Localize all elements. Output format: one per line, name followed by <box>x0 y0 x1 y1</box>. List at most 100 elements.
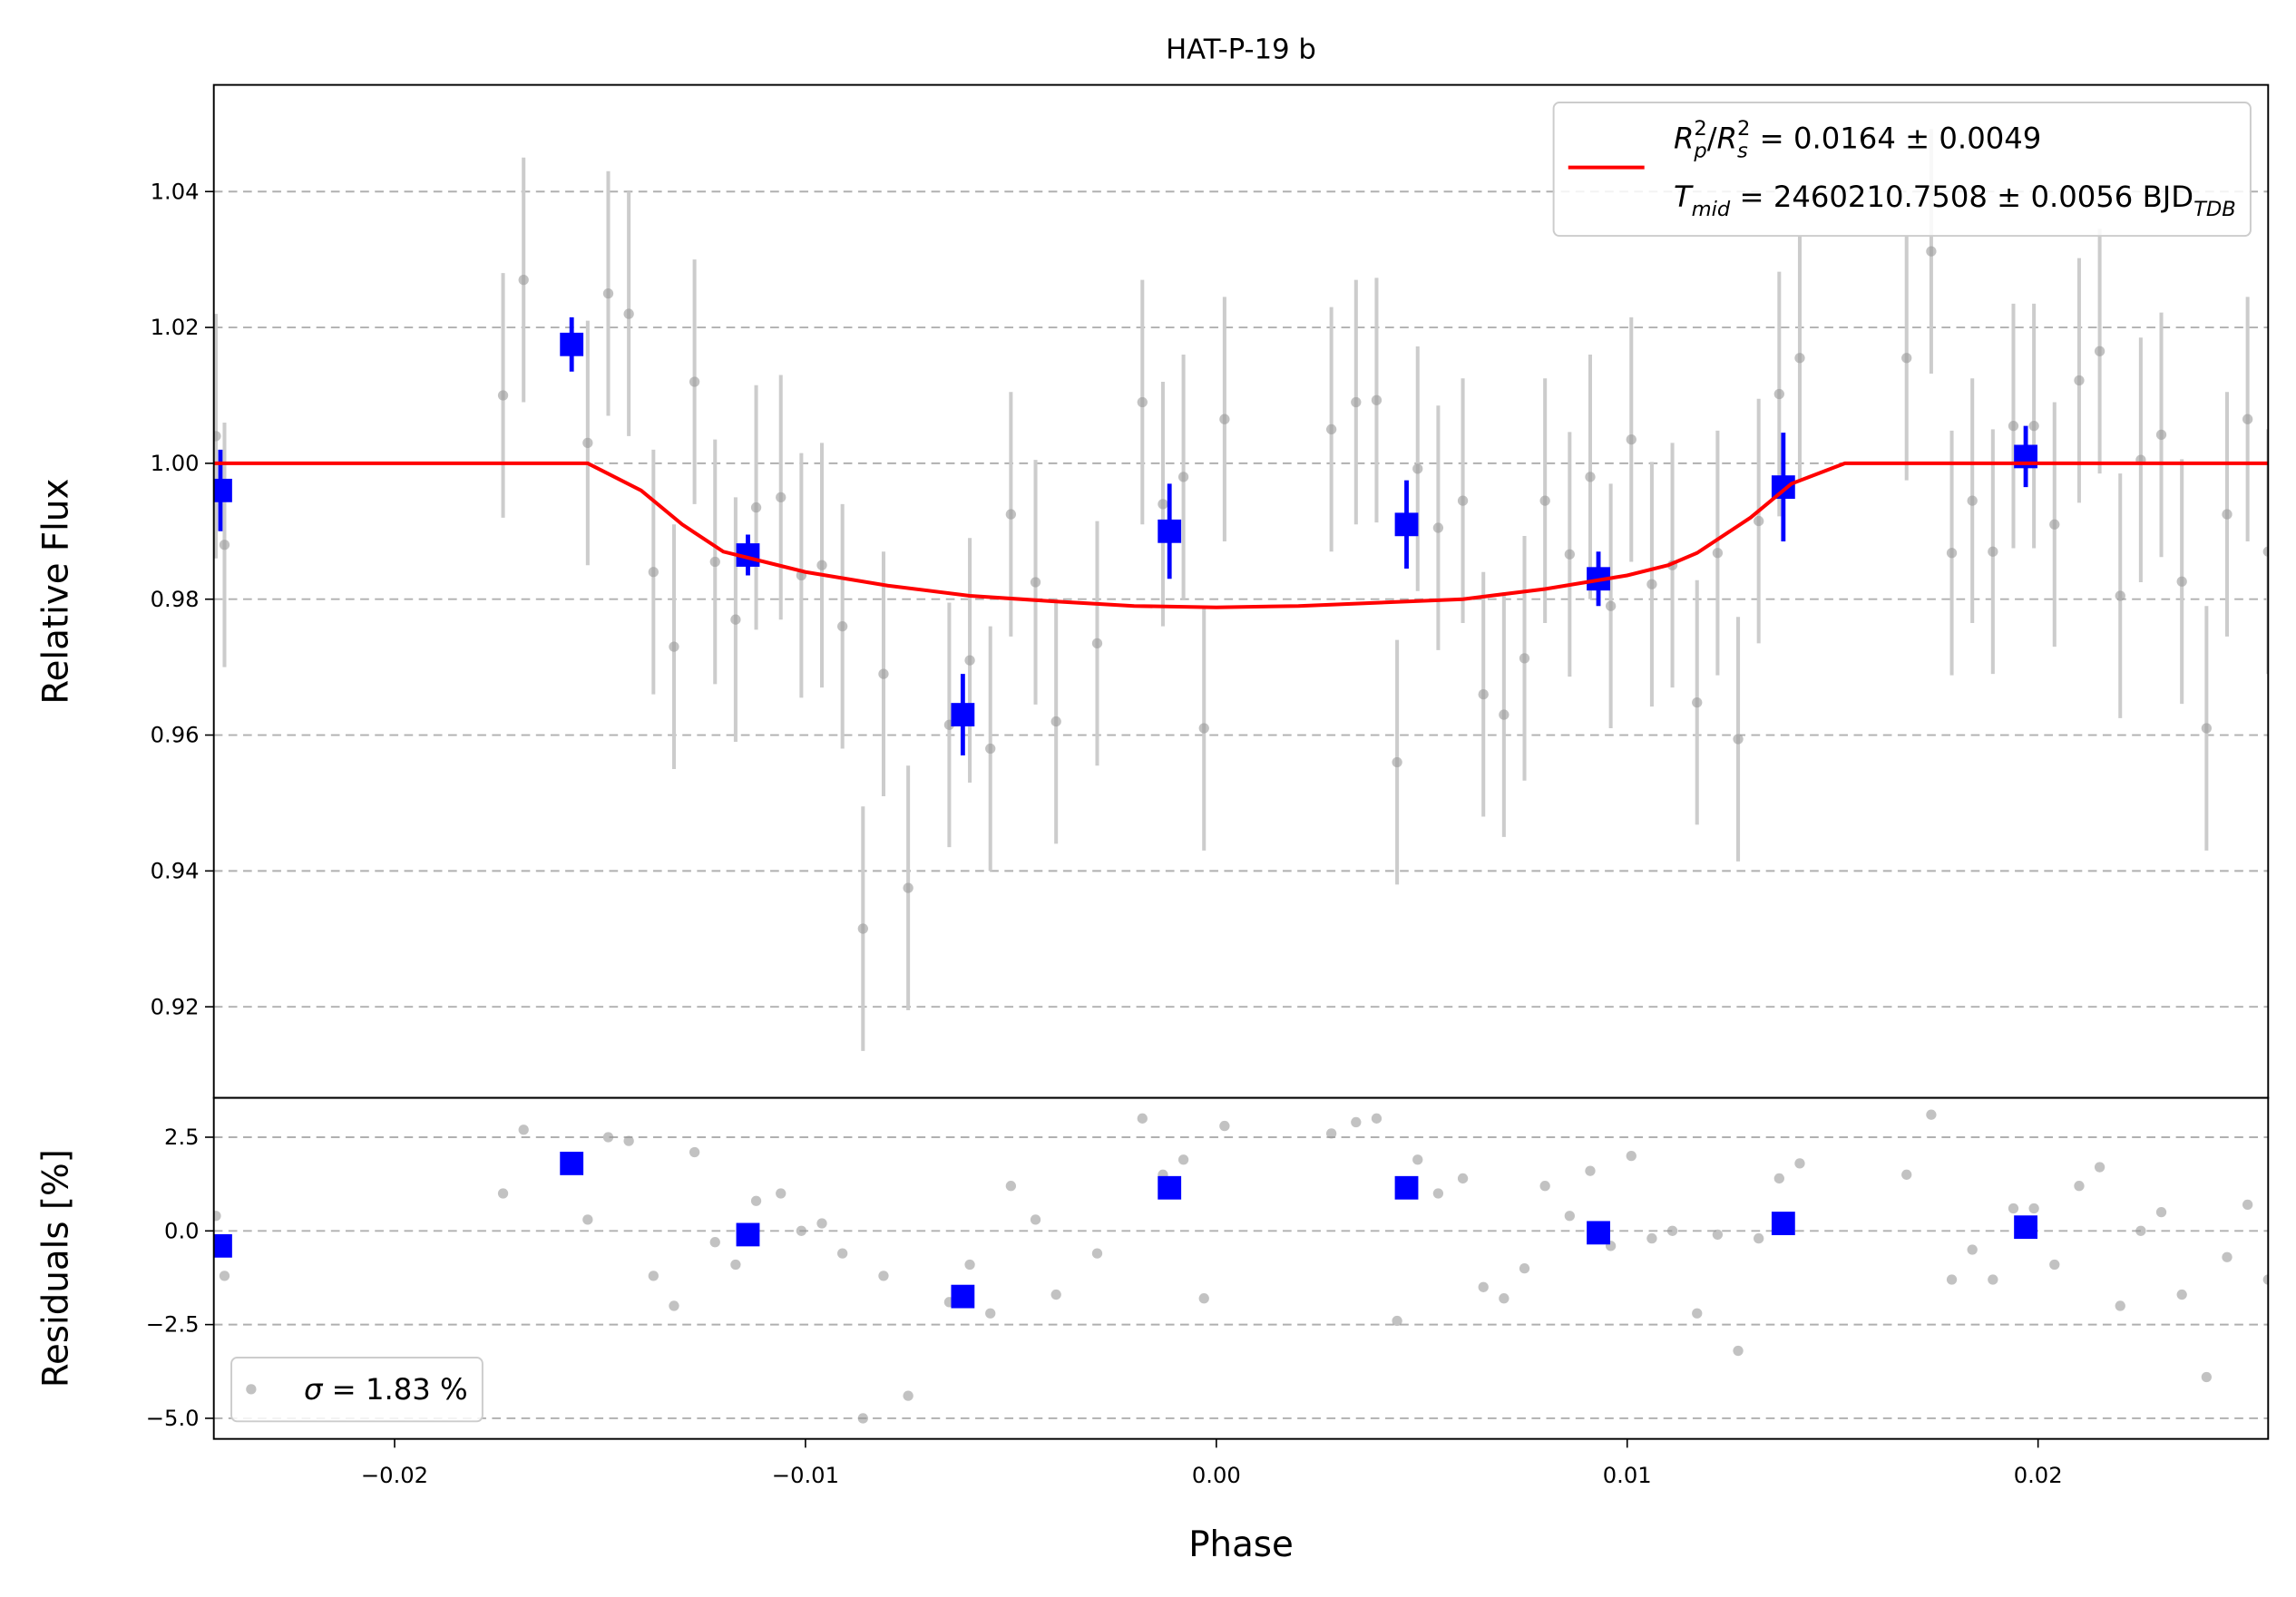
legend-label: σ = 1.83 % <box>304 1372 468 1407</box>
data-point <box>1177 1154 1189 1165</box>
data-point <box>2201 723 2213 734</box>
data-point <box>648 567 659 578</box>
data-point <box>878 1271 889 1281</box>
chart-title: HAT-P-19 b <box>1166 34 1316 66</box>
data-point <box>1392 756 1402 768</box>
data-point <box>602 287 614 299</box>
data-point <box>816 560 827 570</box>
data-point <box>2262 546 2269 557</box>
data-point <box>1626 1150 1637 1162</box>
data-point <box>1158 499 1168 510</box>
data-point <box>1926 246 1937 257</box>
data-point <box>582 437 593 449</box>
data-point <box>2074 1181 2085 1192</box>
data-point <box>219 1271 230 1281</box>
binned-point <box>560 1151 584 1175</box>
data-point <box>1177 472 1189 482</box>
data-point <box>1773 388 1784 400</box>
data-point <box>1457 1173 1469 1184</box>
x-tick-label: 0.00 <box>1192 1463 1241 1488</box>
data-point <box>1794 1158 1805 1169</box>
binned-point <box>736 1222 760 1247</box>
data-point <box>1351 396 1362 408</box>
data-point <box>1478 1281 1489 1292</box>
data-point <box>2176 576 2187 587</box>
binned-point <box>1158 1175 1182 1200</box>
data-point <box>582 1214 593 1225</box>
data-point <box>1794 353 1805 364</box>
data-point <box>1754 1232 1764 1244</box>
model-line <box>213 461 2269 609</box>
data-point <box>2155 1206 2167 1218</box>
data-point <box>1432 1188 1444 1199</box>
data-point <box>1091 638 1103 649</box>
data-point <box>1030 577 1041 588</box>
data-point <box>518 1125 529 1135</box>
data-point <box>1585 1165 1596 1176</box>
binned-point <box>951 1284 975 1309</box>
data-point <box>219 540 230 550</box>
data-point <box>669 1300 679 1311</box>
data-point <box>2262 1274 2269 1285</box>
data-point <box>2176 1289 2187 1300</box>
data-point <box>1692 1308 1703 1319</box>
data-point <box>2028 1203 2039 1214</box>
data-point <box>1371 1113 1382 1124</box>
data-point <box>1605 600 1617 611</box>
data-point <box>2008 1203 2019 1214</box>
y-tick-label: −5.0 <box>146 1406 200 1431</box>
legend-text: σ <box>304 1372 324 1407</box>
y-tick-label: 0.98 <box>151 587 200 612</box>
data-point <box>1412 463 1423 474</box>
binned-point <box>1158 519 1182 543</box>
data-point <box>1030 1214 1041 1225</box>
legend-text: / <box>1707 122 1717 156</box>
data-point <box>1646 1232 1657 1244</box>
y-tick-label: 0.96 <box>151 723 200 748</box>
x-tick-label: −0.02 <box>361 1463 428 1488</box>
data-point <box>730 1259 741 1271</box>
data-point <box>1733 734 1744 745</box>
data-point <box>1325 1128 1337 1139</box>
legend-text: p <box>1693 139 1706 162</box>
data-point <box>1967 1244 1978 1255</box>
legend: σ = 1.83 % <box>230 1357 484 1423</box>
data-point <box>1926 1109 1937 1120</box>
data-point <box>985 743 996 755</box>
data-point <box>816 1218 827 1229</box>
binned-point <box>213 478 232 502</box>
data-point <box>776 492 787 502</box>
y-tick-label: 1.02 <box>151 315 200 340</box>
plot-area <box>213 1109 2269 1424</box>
binned-point <box>1394 512 1419 537</box>
data-point <box>689 1146 700 1158</box>
legend-text: R <box>1674 122 1694 156</box>
data-point <box>518 274 529 286</box>
data-point <box>1692 696 1703 708</box>
data-point <box>1137 1113 1148 1124</box>
legend-text: = 1.83 % <box>322 1372 467 1407</box>
data-point <box>669 641 679 652</box>
data-point <box>1967 495 1978 506</box>
data-point <box>1946 1274 1958 1285</box>
data-point <box>1539 495 1550 506</box>
data-point <box>2222 1251 2232 1262</box>
data-point <box>2201 1371 2213 1383</box>
data-point <box>1564 549 1575 560</box>
data-point <box>1773 1173 1784 1184</box>
data-point <box>623 1135 634 1146</box>
y-tick-label: 0.94 <box>151 858 200 883</box>
x-tick-label: 0.02 <box>2014 1463 2063 1488</box>
data-point <box>1564 1211 1575 1222</box>
data-point <box>1988 546 1998 557</box>
data-point <box>2049 1259 2060 1271</box>
legend-text: = 0.0164 ± 0.0049 <box>1750 122 2041 156</box>
data-point <box>2135 1225 2146 1236</box>
data-point <box>1499 1293 1509 1304</box>
data-point <box>750 1195 762 1206</box>
data-point <box>1585 472 1596 482</box>
data-point <box>1646 579 1657 589</box>
data-point <box>1198 723 1209 734</box>
data-point <box>837 621 848 632</box>
